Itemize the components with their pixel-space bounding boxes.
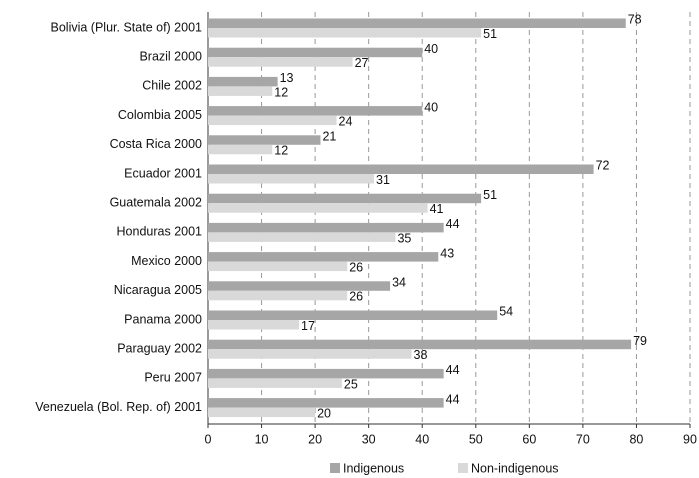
- x-tick-label: 60: [522, 432, 536, 446]
- bar: [208, 281, 391, 291]
- x-tick-label: 90: [683, 432, 697, 446]
- value-label: 79: [633, 334, 647, 348]
- y-tick-label: Mexico 2000: [131, 254, 202, 268]
- value-label: 25: [344, 377, 358, 391]
- y-tick-label: Chile 2002: [142, 79, 202, 93]
- bar: [208, 378, 342, 388]
- bar: [208, 398, 444, 408]
- y-tick-label: Peru 2007: [144, 371, 202, 385]
- bar: [208, 222, 444, 233]
- value-label: 34: [392, 275, 406, 289]
- bar: [208, 115, 337, 126]
- legend-label: Non-indigenous: [471, 461, 559, 475]
- y-tick-label: Colombia 2005: [118, 108, 202, 122]
- bar: [208, 106, 423, 116]
- bar: [208, 57, 353, 67]
- value-label: 44: [446, 392, 460, 406]
- value-label: 21: [322, 129, 336, 143]
- value-label: 40: [424, 100, 438, 114]
- y-tick-label: Guatemala 2002: [110, 195, 202, 209]
- bar: [208, 144, 273, 155]
- value-label: 31: [376, 173, 390, 187]
- legend-swatch: [458, 463, 468, 473]
- value-label: 27: [355, 56, 369, 70]
- bar: [208, 174, 375, 184]
- value-label: 12: [274, 144, 288, 158]
- bar: [208, 76, 278, 87]
- value-label: 41: [430, 202, 444, 216]
- bar: [208, 164, 594, 174]
- value-label: 26: [349, 290, 363, 304]
- bar: [208, 252, 439, 262]
- legend-swatch: [330, 463, 340, 473]
- x-tick-label: 70: [576, 432, 590, 446]
- y-tick-label: Bolivia (Plur. State of) 2001: [51, 20, 203, 34]
- bar: [208, 18, 626, 28]
- value-label: 43: [440, 246, 454, 260]
- value-label: 17: [301, 319, 315, 333]
- bar: [208, 339, 632, 350]
- value-label: 54: [499, 305, 513, 319]
- y-tick-label: Paraguay 2002: [117, 341, 202, 355]
- bar: [208, 193, 482, 204]
- y-tick-label: Brazil 2000: [139, 49, 202, 63]
- value-label: 12: [274, 85, 288, 99]
- value-label: 35: [397, 231, 411, 245]
- bar: [208, 349, 412, 359]
- bar: [208, 232, 396, 242]
- bar: [208, 310, 498, 320]
- y-tick-label: Ecuador 2001: [124, 166, 202, 180]
- value-label: 26: [349, 261, 363, 275]
- x-tick-label: 30: [362, 432, 376, 446]
- x-tick-label: 40: [415, 432, 429, 446]
- bar: [208, 135, 321, 145]
- y-tick-label: Venezuela (Bol. Rep. of) 2001: [35, 400, 202, 414]
- bar: [208, 28, 482, 38]
- x-tick-label: 80: [629, 432, 643, 446]
- x-tick-label: 10: [255, 432, 269, 446]
- bar: [208, 86, 273, 96]
- bar: [208, 261, 348, 272]
- y-tick-label: Honduras 2001: [117, 225, 203, 239]
- y-tick-label: Nicaragua 2005: [114, 283, 202, 297]
- bar: [208, 320, 300, 330]
- bar: [208, 290, 348, 301]
- legend-label: Indigenous: [343, 461, 404, 475]
- value-label: 72: [596, 159, 610, 173]
- bar: [208, 407, 316, 418]
- x-tick-label: 0: [205, 432, 212, 446]
- bar: [208, 203, 428, 213]
- value-label: 51: [483, 27, 497, 41]
- value-label: 44: [446, 363, 460, 377]
- value-label: 44: [446, 217, 460, 231]
- bar: [208, 47, 423, 58]
- value-label: 20: [317, 407, 331, 421]
- y-tick-label: Panama 2000: [124, 312, 202, 326]
- value-label: 38: [414, 348, 428, 362]
- value-label: 51: [483, 188, 497, 202]
- value-label: 24: [339, 115, 353, 129]
- value-label: 40: [424, 42, 438, 56]
- x-tick-label: 20: [308, 432, 322, 446]
- value-label: 13: [280, 71, 294, 85]
- x-tick-label: 50: [469, 432, 483, 446]
- bar: [208, 368, 444, 379]
- value-label: 78: [628, 13, 642, 27]
- y-tick-label: Costa Rica 2000: [110, 137, 202, 151]
